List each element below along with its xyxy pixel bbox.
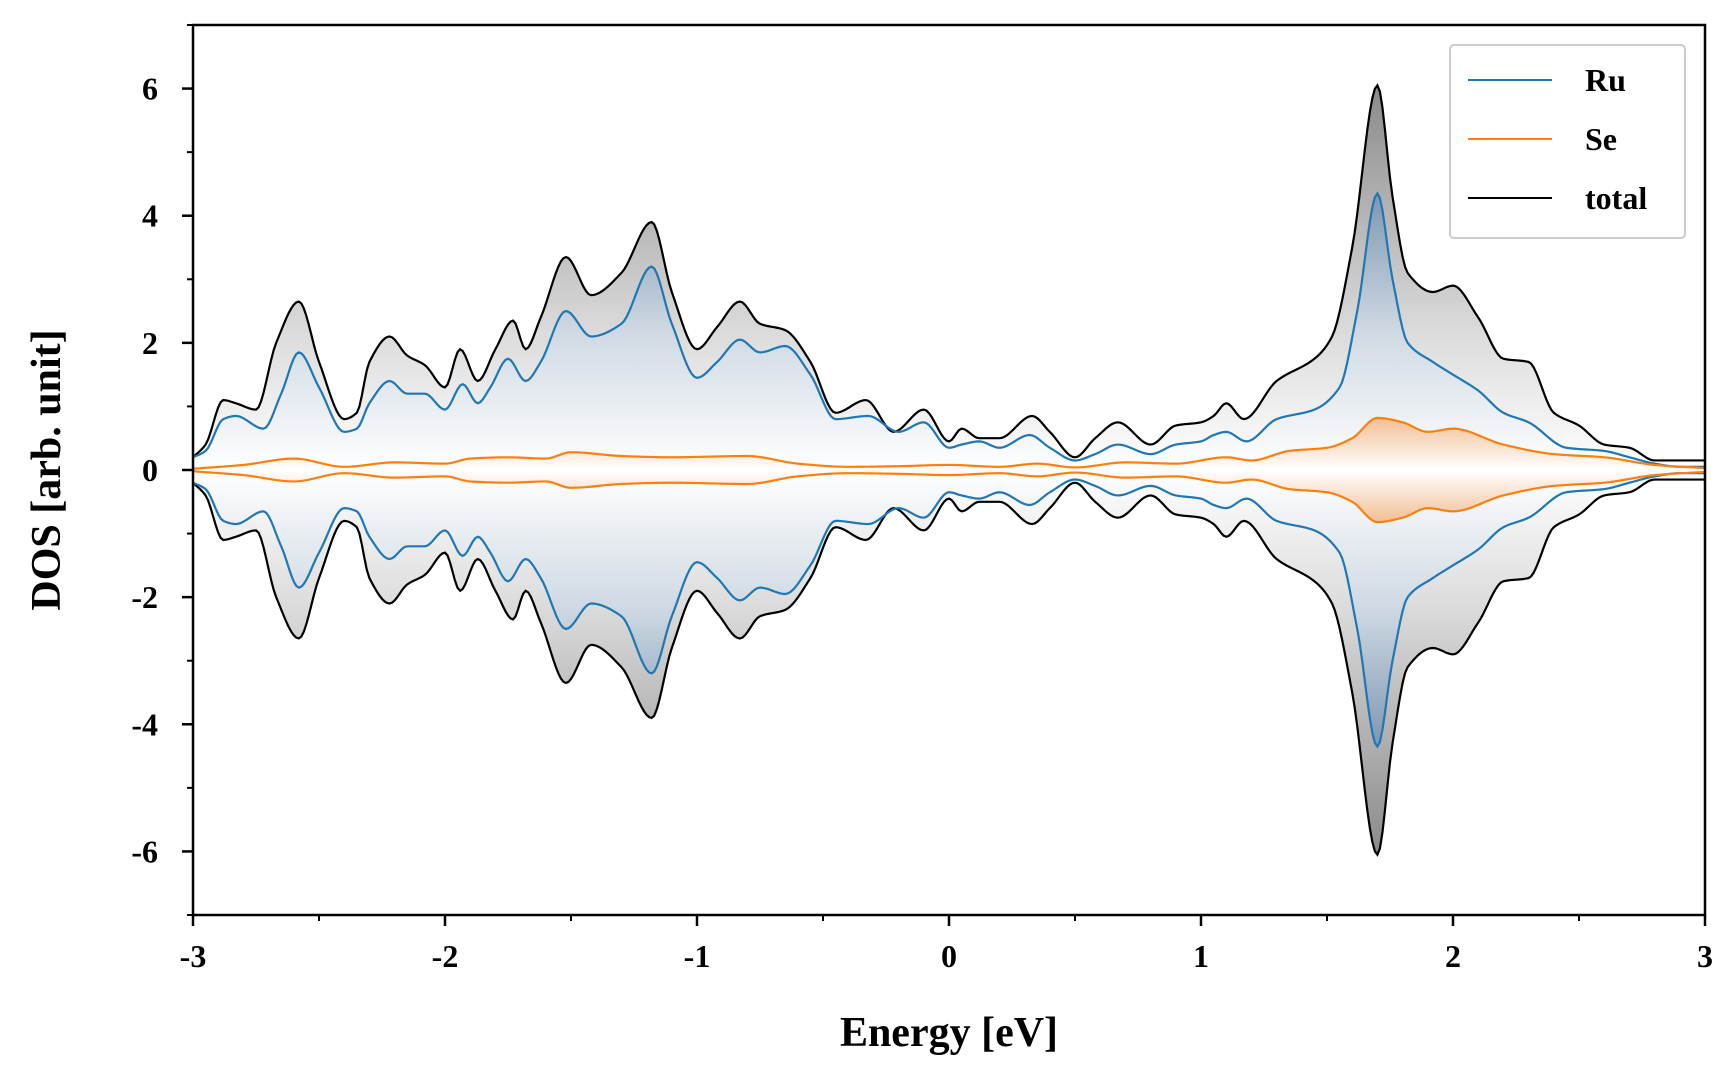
fill-ru-down [193, 470, 1705, 747]
x-tick-label: 3 [1697, 938, 1713, 974]
plot-area [193, 83, 1705, 857]
line-se-up [193, 416, 1705, 470]
line-total-up [193, 83, 1705, 462]
x-tick-label: -1 [684, 938, 711, 974]
y-tick-label: -2 [131, 579, 158, 615]
y-tick-label: 4 [142, 198, 158, 234]
x-tick-label: -3 [180, 938, 207, 974]
x-tick-label: 1 [1193, 938, 1209, 974]
axes: -3 -2 -1 0 1 2 3 -6 -4 -2 0 2 4 6 [131, 23, 1713, 974]
fill-ru-up [193, 193, 1705, 470]
legend: Ru Se total [1449, 44, 1686, 239]
fill-se-down [193, 470, 1705, 523]
legend-label-se: Se [1585, 121, 1617, 157]
fill-se-up [193, 417, 1705, 470]
x-tick-label: 0 [941, 938, 957, 974]
legend-label-ru: Ru [1585, 62, 1626, 98]
y-axis-title: DOS [arb. unit] [24, 329, 70, 610]
x-tick-label: 2 [1445, 938, 1461, 974]
y-tick-label: 2 [142, 325, 158, 361]
y-tick-label: 0 [142, 452, 158, 488]
x-tick-label: -2 [432, 938, 459, 974]
y-tick-label: -4 [131, 706, 158, 742]
line-ru-up [193, 191, 1705, 468]
x-axis-title: Energy [eV] [840, 1010, 1058, 1056]
line-ru-down [193, 472, 1705, 749]
y-tick-label: 6 [142, 71, 158, 107]
y-tick-label: -6 [131, 833, 158, 869]
legend-label-total: total [1585, 180, 1647, 216]
line-se-down [193, 470, 1705, 524]
legend-frame [1449, 44, 1686, 239]
line-total-down [193, 478, 1705, 857]
